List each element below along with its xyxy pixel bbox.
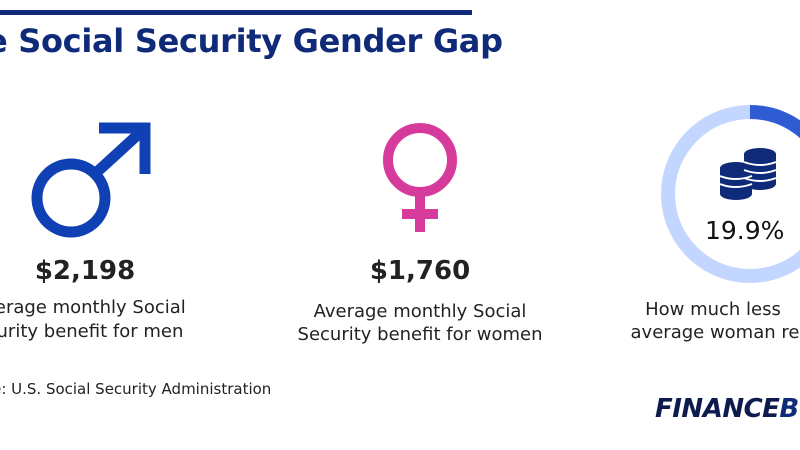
gap-percent: 19.9% (705, 216, 785, 245)
gap-ring (661, 105, 800, 283)
men-caption-line1: verage monthly Social (0, 297, 186, 318)
women-amount: $1,760 (369, 256, 471, 286)
female-symbol-icon (383, 123, 457, 232)
gap-panel: 19.9% How much less average woman re (565, 100, 800, 380)
page-title: e Social Security Gender Gap (0, 22, 503, 60)
gap-caption-line2: average woman re (630, 322, 800, 343)
source-note: rce: U.S. Social Security Administration (0, 380, 272, 398)
women-benefit-panel: $1,760 Average monthly Social Security b… (270, 100, 570, 380)
men-caption-line2: curity benefit for men (0, 321, 184, 342)
women-caption-line1: Average monthly Social (313, 301, 527, 322)
top-rule (0, 10, 472, 15)
ring-progress (661, 105, 800, 283)
brand-mark: B (779, 394, 799, 424)
brand-logo: FINANCEB (655, 394, 799, 424)
men-amount: $2,198 (34, 256, 136, 286)
male-symbol-icon (31, 122, 151, 238)
coin-stack-icon (720, 148, 777, 200)
gap-caption-line1: How much less (645, 299, 781, 320)
women-caption-line2: Security benefit for women (297, 324, 543, 345)
brand-text: FINANCE (655, 394, 780, 424)
men-benefit-panel: $2,198 verage monthly Social curity bene… (0, 100, 235, 380)
